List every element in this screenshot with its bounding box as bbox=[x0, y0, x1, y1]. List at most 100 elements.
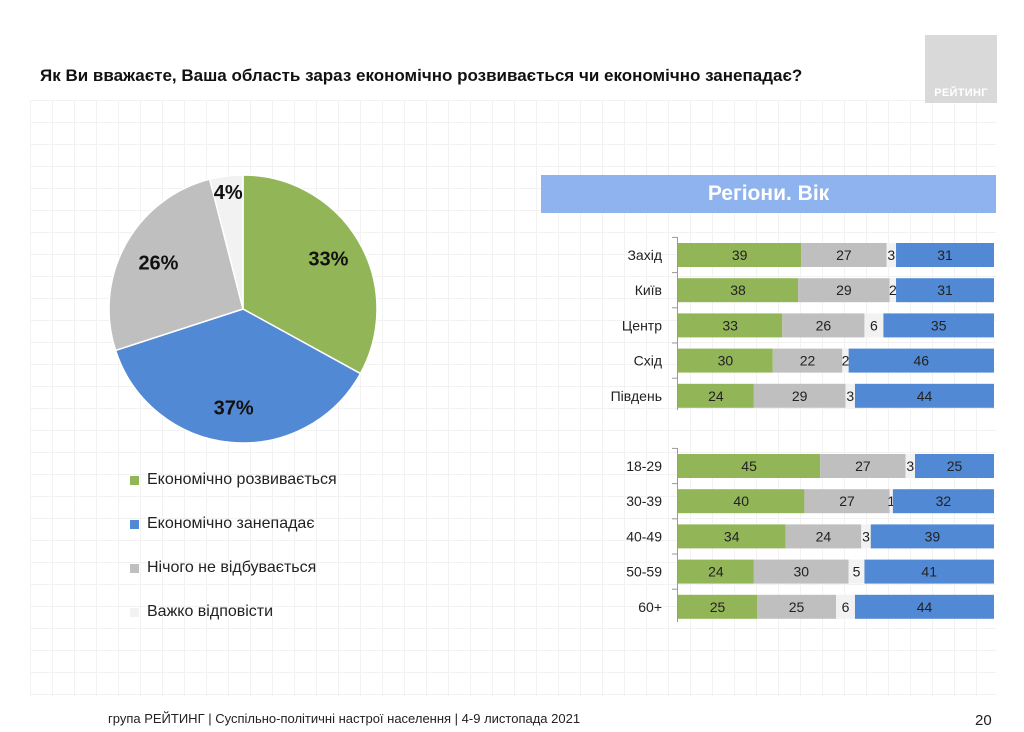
legend-label: Важко відповісти bbox=[147, 603, 274, 620]
bar-value-label: 30 bbox=[793, 564, 809, 580]
bar-value-label: 39 bbox=[925, 528, 941, 544]
bar-segment bbox=[889, 278, 897, 303]
pie-slice-label: 4% bbox=[214, 182, 243, 204]
bar-value-label: 22 bbox=[800, 353, 816, 369]
rating-logo: РЕЙТИНГ bbox=[925, 35, 997, 103]
bar-segment bbox=[753, 559, 849, 584]
category-label: 30-39 bbox=[626, 493, 662, 509]
category-label: Захід bbox=[627, 247, 662, 263]
page-number: 20 bbox=[975, 712, 992, 729]
bar-value-label: 27 bbox=[855, 458, 871, 474]
bar-segment bbox=[854, 383, 994, 408]
category-label: 50-59 bbox=[626, 564, 662, 580]
pie-slice-label: 37% bbox=[214, 398, 254, 420]
bar-segment bbox=[798, 278, 890, 303]
bar-value-label: 24 bbox=[708, 564, 724, 580]
pie-chart: 33% 37% 26% 4% bbox=[108, 174, 378, 444]
bar-value-label: 24 bbox=[816, 528, 832, 544]
bar-value-label: 29 bbox=[836, 282, 852, 298]
bar-value-label: 2 bbox=[842, 353, 850, 369]
bar-segment bbox=[772, 348, 843, 373]
legend-item: Важко відповісти bbox=[130, 600, 450, 624]
bar-value-label: 41 bbox=[921, 564, 937, 580]
bar-segment bbox=[678, 594, 757, 619]
legend-item: Економічно розвивається bbox=[130, 468, 450, 492]
bar-segment bbox=[836, 594, 855, 619]
bar-value-label: 39 bbox=[732, 247, 748, 263]
pie-slice bbox=[108, 178, 244, 352]
legend-item: Нічого не відбувається bbox=[130, 556, 450, 580]
bar-value-label: 3 bbox=[846, 388, 854, 404]
bar-segment bbox=[915, 454, 994, 478]
bar-segment bbox=[896, 278, 994, 303]
bar-value-label: 40 bbox=[733, 493, 749, 509]
pie-slice-label: 33% bbox=[308, 249, 348, 271]
bar-value-label: 3 bbox=[862, 528, 870, 544]
legend-item: Економічно занепадає bbox=[130, 512, 450, 536]
legend-swatch bbox=[130, 607, 139, 617]
bar-value-label: 31 bbox=[937, 247, 953, 263]
category-label: 18-29 bbox=[626, 458, 662, 474]
category-label: Схід bbox=[634, 353, 662, 369]
bar-value-label: 6 bbox=[870, 317, 878, 333]
bar-value-label: 3 bbox=[906, 458, 914, 474]
bar-segment bbox=[801, 243, 887, 267]
bar-value-label: 26 bbox=[816, 317, 832, 333]
bar-value-label: 34 bbox=[724, 528, 740, 544]
logo-text: РЕЙТИНГ bbox=[934, 87, 988, 99]
bar-segment bbox=[678, 383, 754, 408]
bar-segment bbox=[678, 454, 821, 478]
category-label: 60+ bbox=[638, 599, 662, 615]
bar-segment bbox=[678, 313, 783, 338]
pie-slice-label: 26% bbox=[138, 253, 178, 275]
bar-segment bbox=[848, 348, 994, 373]
legend-swatch bbox=[130, 475, 139, 485]
category-label: 40-49 bbox=[626, 528, 662, 544]
bar-value-label: 3 bbox=[887, 247, 895, 263]
bar-segment bbox=[820, 454, 906, 478]
bar-segment bbox=[804, 489, 890, 514]
bar-segment bbox=[757, 594, 836, 619]
bar-value-label: 45 bbox=[741, 458, 757, 474]
bar-value-label: 44 bbox=[917, 599, 933, 615]
bar-value-label: 46 bbox=[914, 353, 930, 369]
legend-label: Нічого не відбувається bbox=[147, 559, 317, 576]
bar-segment bbox=[861, 524, 871, 549]
bar-segment bbox=[842, 348, 849, 373]
bar-value-label: 5 bbox=[853, 564, 861, 580]
section-header: Регіони. Вік bbox=[541, 175, 996, 213]
bar-segment bbox=[864, 313, 884, 338]
pie-slice bbox=[242, 174, 378, 375]
bar-value-label: 2 bbox=[889, 282, 897, 298]
bar-value-label: 29 bbox=[792, 388, 808, 404]
bar-value-label: 27 bbox=[836, 247, 852, 263]
bar-segment bbox=[678, 348, 773, 373]
bar-value-label: 25 bbox=[947, 458, 963, 474]
bar-segment bbox=[896, 243, 994, 267]
bar-segment bbox=[892, 489, 994, 514]
pie-slice bbox=[114, 308, 362, 444]
bar-segment bbox=[854, 594, 994, 619]
legend-label: Економічно занепадає bbox=[147, 515, 315, 532]
bar-segment bbox=[848, 559, 865, 584]
bar-segment bbox=[678, 243, 802, 267]
bar-segment bbox=[905, 454, 915, 478]
bar-value-label: 6 bbox=[842, 599, 850, 615]
bar-segment bbox=[753, 383, 846, 408]
bar-value-label: 33 bbox=[722, 317, 738, 333]
bar-segment bbox=[889, 489, 893, 514]
bar-value-label: 25 bbox=[789, 599, 805, 615]
bar-segment bbox=[782, 313, 865, 338]
bar-value-label: 44 bbox=[917, 388, 933, 404]
bar-value-label: 35 bbox=[931, 317, 947, 333]
bar-segment bbox=[883, 313, 994, 338]
bar-segment bbox=[886, 243, 897, 267]
category-label: Південь bbox=[611, 388, 662, 404]
bar-segment bbox=[864, 559, 994, 584]
bar-segment bbox=[678, 489, 805, 514]
bar-segment bbox=[870, 524, 994, 549]
category-label: Центр bbox=[622, 317, 662, 333]
bar-segment bbox=[678, 524, 786, 549]
bar-value-label: 24 bbox=[708, 388, 724, 404]
bar-segment bbox=[678, 278, 799, 303]
